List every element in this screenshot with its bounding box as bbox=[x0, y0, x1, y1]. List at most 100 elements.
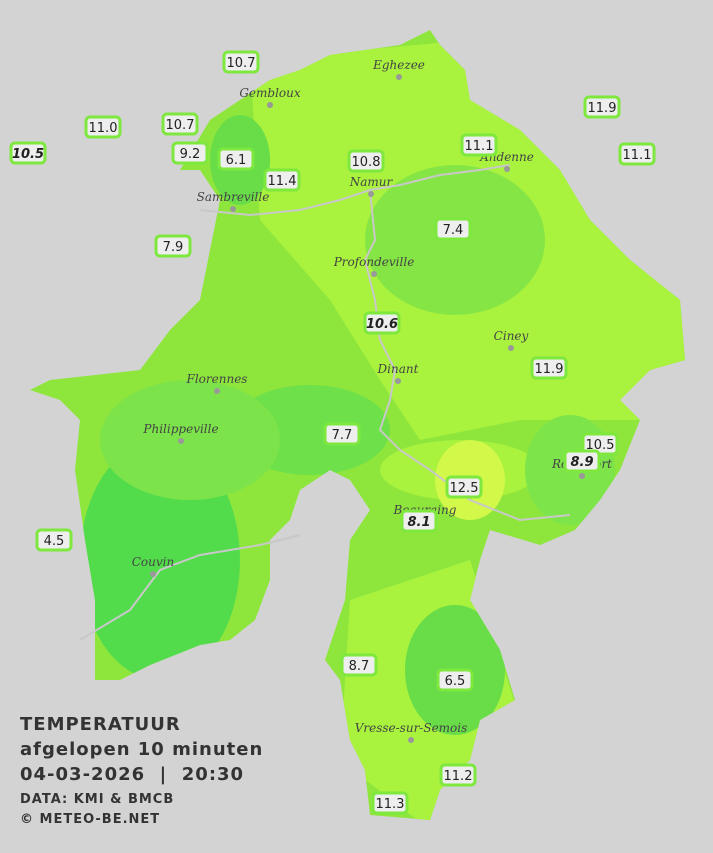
station-value: 11.9 bbox=[535, 362, 564, 377]
station: 10.5 bbox=[9, 141, 47, 165]
town-label: Florennes bbox=[186, 372, 248, 386]
town-label: Namur bbox=[349, 175, 394, 189]
station: 11.0 bbox=[84, 115, 122, 139]
station-box bbox=[563, 449, 601, 473]
station-value: 10.5 bbox=[586, 438, 615, 453]
town-label: Sambreville bbox=[197, 190, 270, 204]
town-label: Profondeville bbox=[333, 255, 415, 269]
station-box bbox=[434, 217, 472, 241]
station-value: 11.3 bbox=[376, 797, 405, 812]
town-dot bbox=[267, 102, 273, 108]
station-box bbox=[35, 528, 73, 552]
station-box bbox=[583, 95, 621, 119]
credit: © METEO-BE.NET bbox=[20, 812, 160, 827]
station: 11.3 bbox=[371, 791, 409, 815]
station: 7.4 bbox=[434, 217, 472, 241]
town-dot bbox=[150, 571, 156, 577]
station-value: 10.6 bbox=[366, 317, 398, 332]
station-value: 11.2 bbox=[444, 769, 473, 784]
station-value: 6.5 bbox=[445, 674, 466, 689]
town-label: Eghezee bbox=[372, 58, 425, 72]
station: 6.1 bbox=[217, 147, 255, 171]
station: 11.4 bbox=[263, 168, 301, 192]
station-value: 11.9 bbox=[588, 101, 617, 116]
station-box bbox=[217, 147, 255, 171]
station: 10.7 bbox=[222, 50, 260, 74]
station-box bbox=[171, 141, 209, 165]
town-dot bbox=[579, 473, 585, 479]
station-value: 8.1 bbox=[407, 515, 430, 530]
town-dot bbox=[214, 388, 220, 394]
town-label: Philippeville bbox=[142, 422, 218, 436]
station: 10.8 bbox=[347, 149, 385, 173]
town-label: Couvin bbox=[132, 555, 174, 569]
station-value: 9.2 bbox=[180, 147, 201, 162]
station-value: 11.1 bbox=[465, 139, 494, 154]
station-box bbox=[347, 149, 385, 173]
station: 6.5 bbox=[436, 668, 474, 692]
station-box bbox=[445, 475, 483, 499]
station-value: 6.1 bbox=[226, 153, 247, 168]
station-value: 11.4 bbox=[268, 174, 297, 189]
station: 10.5 bbox=[581, 432, 619, 456]
station-box bbox=[363, 311, 401, 335]
station: 12.5 bbox=[445, 475, 483, 499]
station: 11.9 bbox=[530, 356, 568, 380]
station: 11.1 bbox=[618, 142, 656, 166]
station-value: 11.0 bbox=[89, 121, 118, 136]
station-value: 10.7 bbox=[227, 56, 256, 71]
station-box bbox=[323, 422, 361, 446]
station-value: 7.9 bbox=[163, 240, 184, 255]
town-dot bbox=[368, 191, 374, 197]
station-value: 8.7 bbox=[349, 659, 370, 674]
station-value: 4.5 bbox=[44, 534, 65, 549]
station: 8.1 bbox=[400, 509, 438, 533]
station: 10.6 bbox=[363, 311, 401, 335]
station-box bbox=[263, 168, 301, 192]
station-value: 7.7 bbox=[332, 428, 353, 443]
station-box bbox=[161, 112, 199, 136]
station: 9.2 bbox=[171, 141, 209, 165]
station: 8.9 bbox=[563, 449, 601, 473]
station-value: 12.5 bbox=[450, 481, 479, 496]
town-dot bbox=[504, 166, 510, 172]
station: 11.1 bbox=[460, 133, 498, 157]
town-label: Ciney bbox=[494, 329, 529, 343]
town-label: Vresse-sur-Semois bbox=[355, 721, 468, 735]
town-dot bbox=[508, 345, 514, 351]
station-box bbox=[222, 50, 260, 74]
title-line: 04-03-2026 | 20:30 bbox=[20, 764, 244, 785]
station-box bbox=[154, 234, 192, 258]
station-value: 10.5 bbox=[12, 147, 44, 162]
station-box bbox=[371, 791, 409, 815]
station: 8.7 bbox=[340, 653, 378, 677]
station-box bbox=[9, 141, 47, 165]
station-box bbox=[340, 653, 378, 677]
station-box bbox=[530, 356, 568, 380]
station-box bbox=[439, 763, 477, 787]
station-box bbox=[84, 115, 122, 139]
station-value: 10.8 bbox=[352, 155, 381, 170]
town-dot bbox=[408, 737, 414, 743]
station-box bbox=[460, 133, 498, 157]
credit: DATA: KMI & BMCB bbox=[20, 792, 174, 807]
station: 11.9 bbox=[583, 95, 621, 119]
station-box bbox=[400, 509, 438, 533]
station: 10.7 bbox=[161, 112, 199, 136]
town-dot bbox=[178, 438, 184, 444]
station: 7.7 bbox=[323, 422, 361, 446]
station: 4.5 bbox=[35, 528, 73, 552]
town-dot bbox=[230, 206, 236, 212]
town-dot bbox=[396, 74, 402, 80]
station-box bbox=[618, 142, 656, 166]
station-value: 7.4 bbox=[443, 223, 464, 238]
station-box bbox=[436, 668, 474, 692]
town-dot bbox=[395, 378, 401, 384]
title-line: TEMPERATUUR bbox=[20, 714, 181, 735]
town-label: Dinant bbox=[377, 362, 419, 376]
town-label: Gembloux bbox=[239, 86, 301, 100]
station-value: 10.7 bbox=[166, 118, 195, 133]
station-value: 11.1 bbox=[623, 148, 652, 163]
title-line: afgelopen 10 minuten bbox=[20, 739, 263, 760]
